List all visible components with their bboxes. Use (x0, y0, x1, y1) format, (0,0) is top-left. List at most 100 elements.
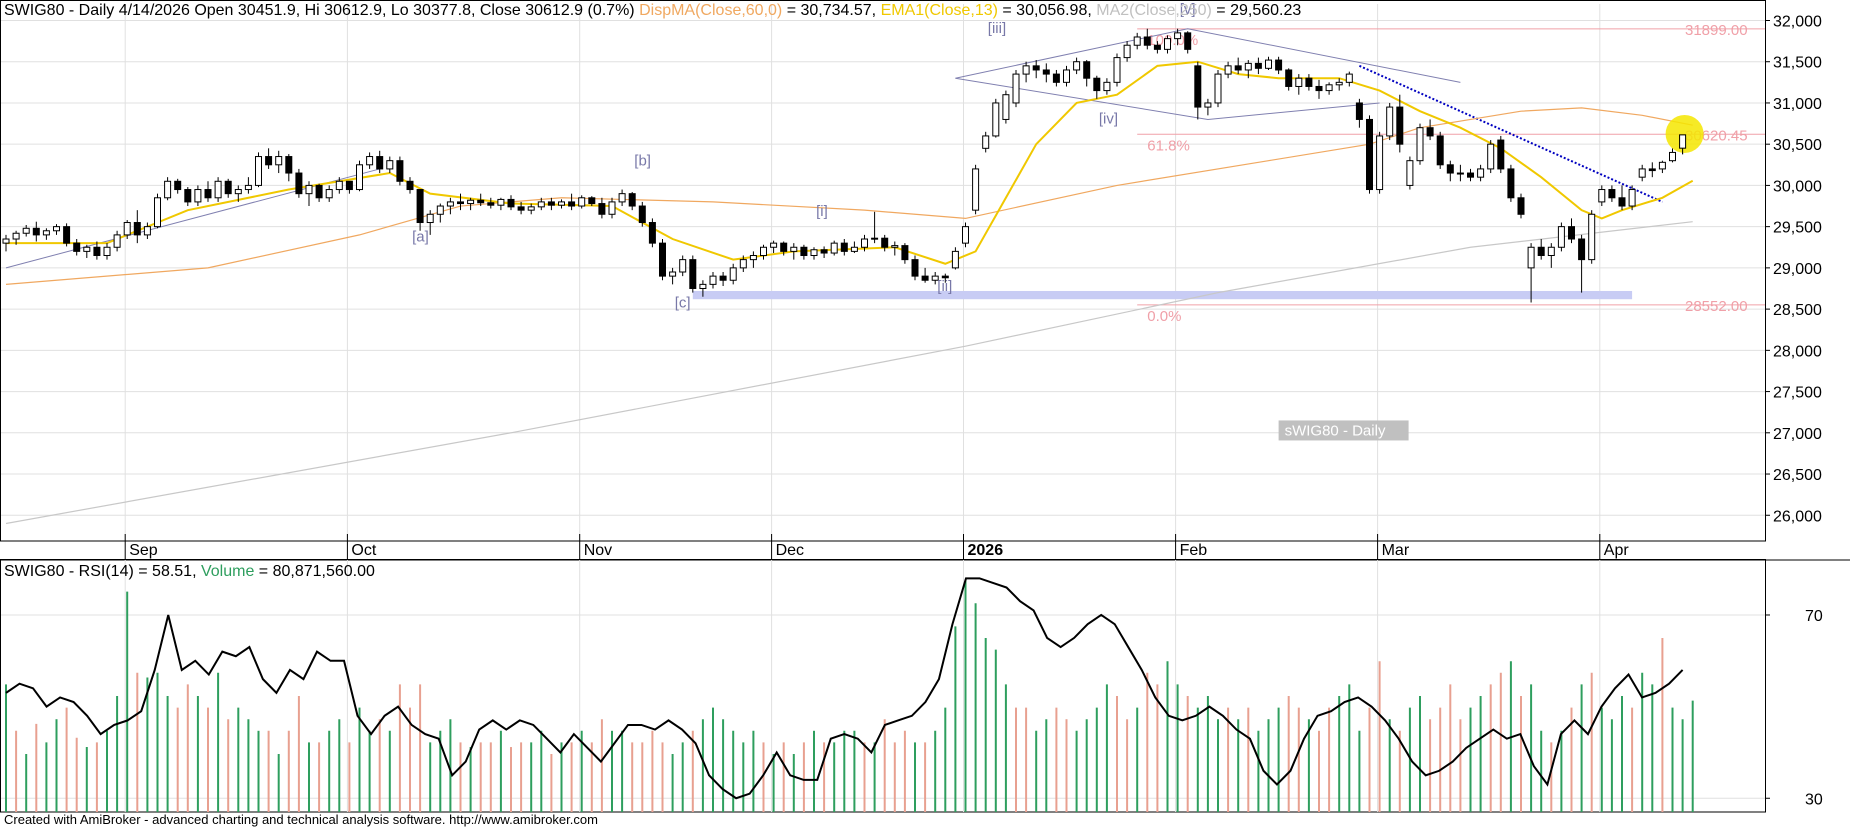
candle-body (558, 201, 565, 206)
candle-body (1669, 151, 1676, 162)
price-y-tick-label: 30,500 (1773, 137, 1822, 154)
candle-body (1244, 62, 1252, 71)
price-y-tick-label: 31,000 (1773, 96, 1822, 113)
candle-body (406, 180, 414, 191)
wave-label: [b] (634, 153, 651, 170)
x-tick-label: Feb (1180, 542, 1208, 559)
candle-body (1133, 36, 1141, 46)
highlight-circle (1665, 114, 1704, 153)
candle-body (1517, 197, 1525, 215)
price-header-title: SWIG80 - Daily 4/14/2026 Open 30451.9, H… (4, 2, 635, 19)
candle-body (1295, 77, 1303, 87)
candle-body (477, 199, 485, 204)
candle-body (1487, 143, 1495, 170)
wave-label: [iv] (1099, 111, 1118, 128)
candle-body (325, 189, 333, 199)
candle-body (1022, 65, 1030, 75)
candle-body (1012, 73, 1020, 104)
candle-body (446, 201, 454, 207)
candle-body (941, 275, 949, 279)
candle-body (1315, 85, 1323, 92)
rsi-line (5, 577, 1684, 800)
candle-body (1406, 160, 1414, 186)
candle-body (800, 246, 808, 257)
candle-body (214, 180, 222, 199)
candle-body (1093, 77, 1101, 92)
candle-body (1578, 238, 1586, 261)
candle-body (1648, 168, 1656, 172)
x-tick-label: Apr (1604, 542, 1630, 559)
candle-body (1345, 73, 1353, 83)
candle-body (1143, 36, 1151, 46)
candle-body (962, 226, 969, 244)
candle-body (1557, 226, 1565, 248)
candle-body (22, 227, 30, 234)
candle-body (345, 180, 353, 191)
candle-body (689, 259, 697, 289)
price-y-tick-label: 28,000 (1773, 343, 1822, 360)
candle-body (679, 259, 687, 273)
price-y-tick-label: 32,000 (1773, 13, 1822, 30)
candle-body (648, 222, 656, 244)
candle-body (123, 222, 131, 236)
x-tick-label: Mar (1382, 542, 1410, 559)
candle-body (1123, 44, 1131, 59)
candle-body (1416, 127, 1424, 162)
price-y-tick-label: 29,500 (1773, 220, 1822, 237)
wave-label: [ii] (937, 278, 952, 295)
candle-body (2, 238, 10, 244)
x-tick-label: Sep (129, 542, 158, 559)
series-line (5, 221, 1693, 525)
candle-body (871, 237, 879, 240)
price-y-tick-label: 28,500 (1773, 302, 1822, 319)
candle-body (1446, 164, 1454, 174)
trendline-dotted (1358, 64, 1663, 203)
ema-label: EMA1(Close,13) (880, 2, 998, 19)
x-tick-label: Nov (584, 542, 612, 559)
candle-body (1184, 32, 1192, 50)
ema-value: = 30,056.98, (997, 2, 1092, 19)
candle-body (1376, 135, 1384, 191)
candle-body (487, 202, 495, 206)
candle-body (1174, 32, 1182, 40)
candle-body (234, 189, 242, 195)
candle-body (1477, 168, 1485, 178)
candle-body (699, 283, 707, 289)
candle-body (1335, 81, 1343, 86)
candle-body (1032, 65, 1040, 71)
candle-body (1305, 77, 1313, 87)
candle-body (891, 245, 899, 248)
price-y-tick-label: 31,500 (1773, 55, 1822, 72)
candle-body (93, 246, 101, 257)
candle-body (1537, 246, 1545, 257)
candle-body (1042, 69, 1050, 75)
candle-body (1366, 118, 1373, 191)
candle-body (1507, 168, 1515, 199)
dispma-label: DispMA(Close,60,0) (639, 2, 783, 19)
candle-body (42, 230, 50, 236)
candle-body (1467, 172, 1474, 178)
rsi-y-tick-label: 30 (1805, 791, 1823, 808)
candle-body (1275, 59, 1283, 71)
candle-body (568, 201, 576, 207)
candle-body (1052, 73, 1060, 83)
candle-body (810, 249, 818, 257)
candle-body (265, 156, 273, 166)
candle-body (457, 201, 464, 205)
dispma-value: = 30,734.57, (782, 2, 877, 19)
candle-body (285, 156, 293, 174)
candle-body (1628, 189, 1636, 207)
candle-body (588, 197, 596, 205)
candle-body (861, 238, 868, 248)
rsi-y-tick-label: 70 (1805, 608, 1823, 625)
candle-body (194, 189, 202, 203)
candle-body (295, 172, 303, 195)
candle-body (598, 203, 606, 215)
candle-body (527, 206, 535, 211)
rsi-label: SWIG80 - RSI(14) = 58.51, (4, 563, 197, 580)
candle-body (1588, 213, 1596, 261)
candle-body (1497, 139, 1505, 170)
candle-body (931, 275, 939, 281)
candle-body (628, 193, 636, 207)
candle-body (154, 197, 161, 228)
